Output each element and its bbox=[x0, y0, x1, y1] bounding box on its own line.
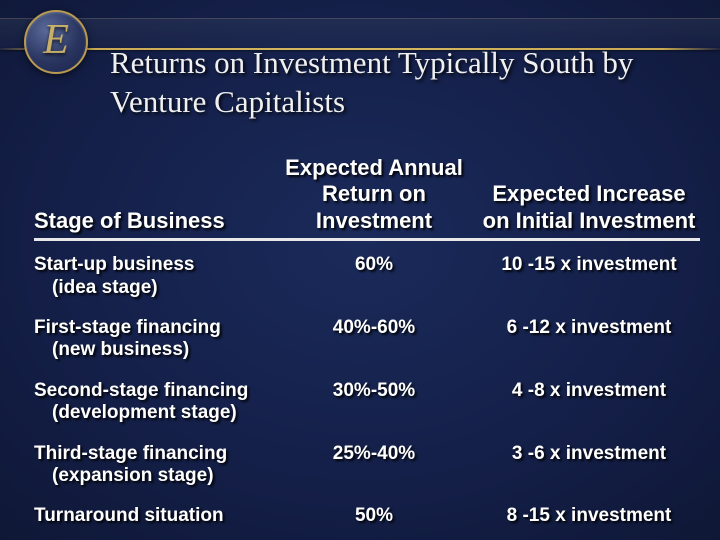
stage-sub: (new business) bbox=[34, 339, 269, 361]
col-header-text: Stage of Business bbox=[34, 208, 225, 233]
cell-return: 25%-40% bbox=[269, 443, 479, 465]
col-header-text: Expected Annual Return on Investment bbox=[285, 155, 463, 233]
slide: E Returns on Investment Typically South … bbox=[0, 0, 720, 540]
cell-increase: 8 -15 x investment bbox=[479, 505, 699, 527]
cell-return: 30%-50% bbox=[269, 380, 479, 402]
cell-return: 50% bbox=[269, 505, 479, 527]
cell-increase: 10 -15 x investment bbox=[479, 254, 699, 276]
cell-stage: Third-stage financing (expansion stage) bbox=[34, 443, 269, 488]
cell-stage: Turnaround situation bbox=[34, 505, 269, 527]
stage-sub: (expansion stage) bbox=[34, 465, 269, 487]
col-header-stage: Stage of Business bbox=[34, 208, 269, 234]
stage-main: Start-up business bbox=[34, 254, 194, 275]
cell-increase: 4 -8 x investment bbox=[479, 380, 699, 402]
cell-increase: 6 -12 x investment bbox=[479, 317, 699, 339]
cell-stage: Second-stage financing (development stag… bbox=[34, 380, 269, 425]
slide-title: Returns on Investment Typically South by… bbox=[110, 44, 690, 122]
col-header-increase: Expected Increase on Initial Investment bbox=[479, 181, 699, 234]
table-header-row: Stage of Business Expected Annual Return… bbox=[34, 155, 700, 241]
table-row: Start-up business (idea stage) 60% 10 -1… bbox=[34, 241, 700, 304]
cell-stage: Start-up business (idea stage) bbox=[34, 254, 269, 299]
stage-main: Second-stage financing bbox=[34, 380, 248, 401]
cell-increase: 3 -6 x investment bbox=[479, 443, 699, 465]
stage-sub: (development stage) bbox=[34, 402, 269, 424]
roi-table: Stage of Business Expected Annual Return… bbox=[34, 155, 700, 533]
stage-main: Third-stage financing bbox=[34, 443, 227, 464]
cell-return: 60% bbox=[269, 254, 479, 276]
table-row: Turnaround situation 50% 8 -15 x investm… bbox=[34, 492, 700, 532]
logo-badge: E bbox=[24, 10, 88, 74]
table-row: Second-stage financing (development stag… bbox=[34, 367, 700, 430]
cell-stage: First-stage financing (new business) bbox=[34, 317, 269, 362]
stage-main: First-stage financing bbox=[34, 317, 221, 338]
logo-letter: E bbox=[43, 16, 69, 64]
col-header-text: Expected Increase on Initial Investment bbox=[483, 181, 696, 232]
table-row: First-stage financing (new business) 40%… bbox=[34, 304, 700, 367]
stage-sub: (idea stage) bbox=[34, 277, 269, 299]
cell-return: 40%-60% bbox=[269, 317, 479, 339]
col-header-return: Expected Annual Return on Investment bbox=[269, 155, 479, 234]
table-row: Third-stage financing (expansion stage) … bbox=[34, 430, 700, 493]
stage-main: Turnaround situation bbox=[34, 505, 224, 526]
